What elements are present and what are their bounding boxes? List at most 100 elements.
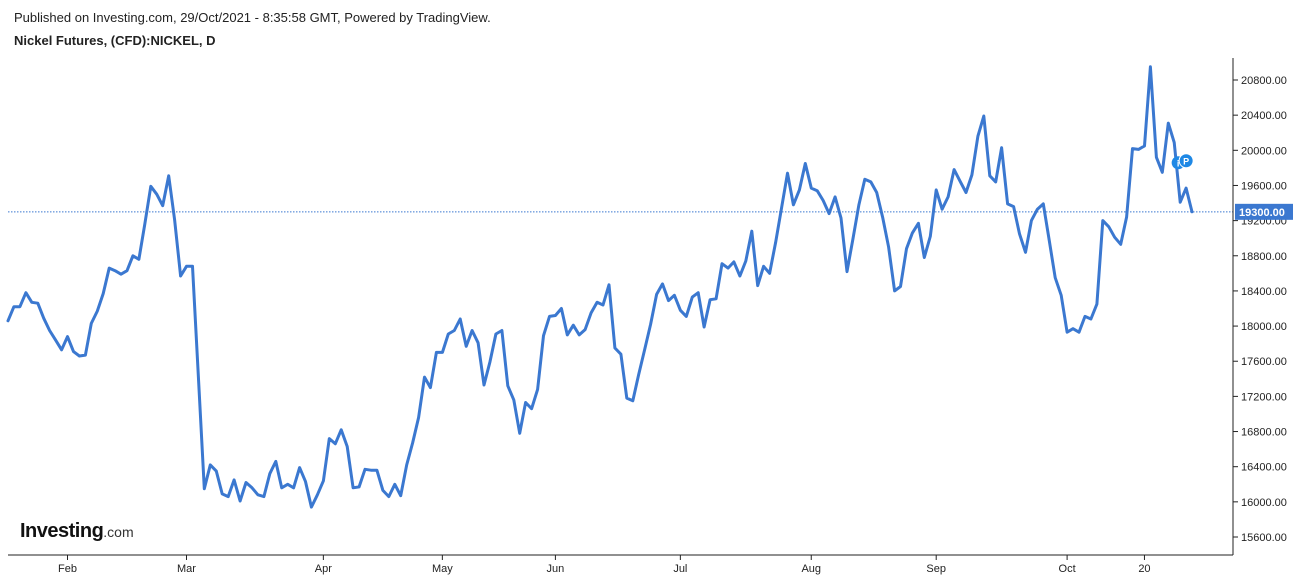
data-point <box>108 267 110 269</box>
data-point <box>1096 303 1098 305</box>
data-point <box>465 345 467 347</box>
data-point <box>84 354 86 356</box>
data-point <box>406 464 408 466</box>
data-point <box>346 445 348 447</box>
data-point <box>560 307 562 309</box>
x-tick-label: May <box>432 563 453 575</box>
data-point <box>114 270 116 272</box>
data-point <box>554 314 556 316</box>
data-point <box>394 483 396 485</box>
x-tick-label: Aug <box>801 563 821 575</box>
data-point <box>1000 147 1002 149</box>
data-point <box>691 296 693 298</box>
symbol-title: Nickel Futures, (CFD):NICKEL, D <box>14 33 216 48</box>
data-point <box>804 162 806 164</box>
data-point <box>1179 201 1181 203</box>
data-point <box>423 376 425 378</box>
data-point <box>745 260 747 262</box>
investing-logo: Investing.com <box>20 520 134 543</box>
data-point <box>316 494 318 496</box>
data-point <box>965 191 967 193</box>
data-point <box>1012 205 1014 207</box>
data-point <box>584 328 586 330</box>
data-point <box>340 429 342 431</box>
data-point <box>608 284 610 286</box>
data-point <box>762 265 764 267</box>
data-point <box>435 351 437 353</box>
data-point <box>1185 187 1187 189</box>
data-point <box>858 204 860 206</box>
data-point <box>513 399 515 401</box>
data-point <box>245 481 247 483</box>
data-point <box>548 315 550 317</box>
data-point <box>227 495 229 497</box>
data-point <box>429 386 431 388</box>
data-point <box>441 351 443 353</box>
data-point <box>66 335 68 337</box>
y-tick-label: 16400.00 <box>1241 462 1287 474</box>
y-tick-label: 18000.00 <box>1241 321 1287 333</box>
y-tick-label: 20800.00 <box>1241 75 1287 87</box>
data-point <box>768 272 770 274</box>
data-point <box>144 223 146 225</box>
data-point <box>156 193 158 195</box>
data-point <box>1072 328 1074 330</box>
price-series-line <box>6 65 1194 509</box>
data-point <box>685 315 687 317</box>
data-point <box>638 373 640 375</box>
data-point <box>1102 219 1104 221</box>
data-point <box>495 333 497 335</box>
data-point <box>7 320 9 322</box>
data-point <box>649 323 651 325</box>
y-tick-label: 16800.00 <box>1241 427 1287 439</box>
data-point <box>501 329 503 331</box>
data-point <box>542 335 544 337</box>
data-point <box>1143 145 1145 147</box>
data-point <box>37 302 39 304</box>
data-point <box>739 275 741 277</box>
last-price-label: 19300.00 <box>1239 207 1285 219</box>
data-point <box>911 232 913 234</box>
data-point <box>132 255 134 257</box>
data-point <box>697 292 699 294</box>
data-point <box>138 258 140 260</box>
info-marker-glyph: i <box>1177 159 1180 169</box>
data-point <box>1024 251 1026 253</box>
data-point <box>191 265 193 267</box>
data-point <box>846 270 848 272</box>
data-point <box>221 493 223 495</box>
published-info: Published on Investing.com, 29/Oct/2021 … <box>14 10 491 25</box>
data-point <box>1084 315 1086 317</box>
data-point <box>292 487 294 489</box>
x-tick-label: Sep <box>926 563 946 575</box>
data-point <box>126 270 128 272</box>
data-point <box>1137 148 1139 150</box>
data-point <box>322 480 324 482</box>
x-tick-label: Oct <box>1059 563 1076 575</box>
data-point <box>483 384 485 386</box>
data-point <box>995 181 997 183</box>
data-point <box>447 333 449 335</box>
data-point <box>596 301 598 303</box>
data-point <box>661 283 663 285</box>
data-point <box>1120 243 1122 245</box>
data-point <box>519 432 521 434</box>
data-point <box>269 473 271 475</box>
data-point <box>179 275 181 277</box>
y-tick-label: 16000.00 <box>1241 497 1287 509</box>
data-point <box>96 310 98 312</box>
data-point <box>876 191 878 193</box>
data-point <box>810 187 812 189</box>
y-tick-label: 19600.00 <box>1241 180 1287 192</box>
data-point <box>721 263 723 265</box>
y-tick-label: 15600.00 <box>1241 532 1287 544</box>
data-point <box>733 261 735 263</box>
data-point <box>72 350 74 352</box>
data-point <box>655 293 657 295</box>
data-point <box>989 175 991 177</box>
data-point <box>287 483 289 485</box>
x-tick-label: Feb <box>58 563 77 575</box>
last-price-label-box <box>1235 203 1293 220</box>
data-point <box>1173 141 1175 143</box>
